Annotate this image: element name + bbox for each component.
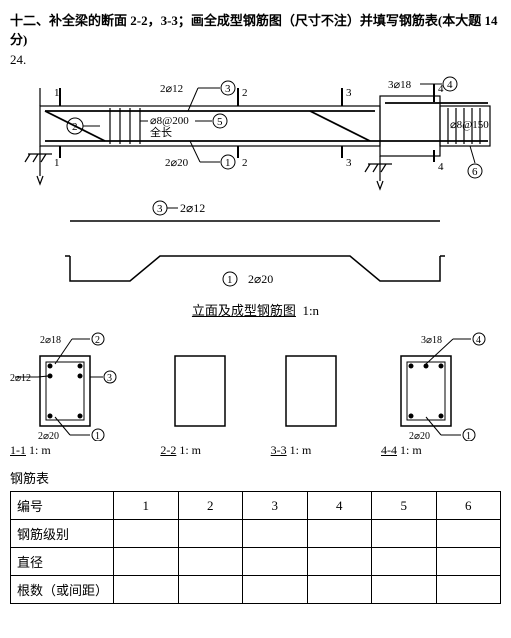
svg-text:6: 6: [472, 166, 478, 178]
svg-text:2: 2: [72, 121, 78, 133]
svg-text:3: 3: [157, 203, 163, 215]
svg-text:3: 3: [346, 87, 352, 99]
col-3: 3: [243, 492, 308, 520]
col-1: 1: [114, 492, 179, 520]
sections-row: 2⌀18 2 2⌀12 3 2⌀20 1 1-1 1: m 2-2 1: m: [10, 331, 501, 458]
svg-text:4: 4: [476, 335, 481, 346]
svg-text:1: 1: [466, 431, 471, 441]
svg-text:2⌀20: 2⌀20: [248, 272, 273, 286]
svg-text:⌀8@150: ⌀8@150: [450, 119, 489, 131]
section-2-2: 2-2 1: m: [160, 331, 240, 458]
row-count-label: 根数（或间距）: [11, 576, 114, 604]
svg-text:1: 1: [54, 87, 60, 99]
section-3-3: 3-3 1: m: [271, 331, 351, 458]
svg-text:4: 4: [438, 161, 444, 173]
shape-bar-1: 1 2⌀20: [10, 241, 501, 296]
svg-text:1: 1: [95, 431, 100, 441]
svg-text:2: 2: [95, 335, 100, 346]
col-4: 4: [307, 492, 372, 520]
question-title: 十二、补全梁的断面 2-2，3-3；画全成型钢筋图（尺寸不注）并填写钢筋表(本大…: [10, 10, 501, 48]
table-title: 钢筋表: [10, 468, 501, 487]
section-4-4: 3⌀18 4 2⌀20 1 4-4 1: m: [381, 331, 501, 458]
svg-text:2⌀20: 2⌀20: [409, 431, 430, 441]
svg-text:2⌀12: 2⌀12: [160, 83, 183, 95]
svg-text:2: 2: [242, 87, 248, 99]
svg-text:4: 4: [447, 79, 453, 91]
svg-text:5: 5: [217, 116, 223, 128]
svg-text:⌀8@200: ⌀8@200: [150, 115, 189, 127]
svg-text:3: 3: [107, 373, 112, 384]
section-1-1: 2⌀18 2 2⌀12 3 2⌀20 1 1-1 1: m: [10, 331, 130, 458]
row-grade-label: 钢筋级别: [11, 520, 114, 548]
svg-text:2⌀12: 2⌀12: [10, 373, 31, 384]
rebar-table: 编号 1 2 3 4 5 6 钢筋级别 直径 根数（或间距）: [10, 491, 501, 604]
elevation-caption: 立面及成型钢筋图 1:n: [10, 300, 501, 319]
svg-text:1: 1: [54, 157, 60, 169]
svg-text:2: 2: [242, 157, 248, 169]
svg-text:1: 1: [227, 274, 233, 286]
svg-text:2⌀12: 2⌀12: [180, 201, 205, 215]
row-diameter-label: 直径: [11, 548, 114, 576]
svg-text:3⌀18: 3⌀18: [388, 79, 412, 91]
svg-text:2⌀20: 2⌀20: [38, 431, 59, 441]
svg-text:1: 1: [225, 157, 231, 169]
col-2: 2: [178, 492, 243, 520]
elevation-drawing: 1 1 2 2 3 3 4 4 2⌀12 3 3⌀18 4 ⌀8@200 全长 …: [10, 76, 501, 196]
svg-text:3⌀18: 3⌀18: [421, 335, 442, 346]
row-number-label: 编号: [11, 492, 114, 520]
svg-text:全长: 全长: [150, 125, 172, 139]
question-number: 24.: [10, 52, 501, 68]
svg-text:3: 3: [225, 83, 231, 95]
svg-text:2⌀20: 2⌀20: [165, 157, 189, 169]
col-5: 5: [372, 492, 437, 520]
svg-text:2⌀18: 2⌀18: [40, 335, 61, 346]
svg-text:3: 3: [346, 157, 352, 169]
shape-bar-3: 3 2⌀12: [10, 196, 501, 241]
col-6: 6: [436, 492, 501, 520]
